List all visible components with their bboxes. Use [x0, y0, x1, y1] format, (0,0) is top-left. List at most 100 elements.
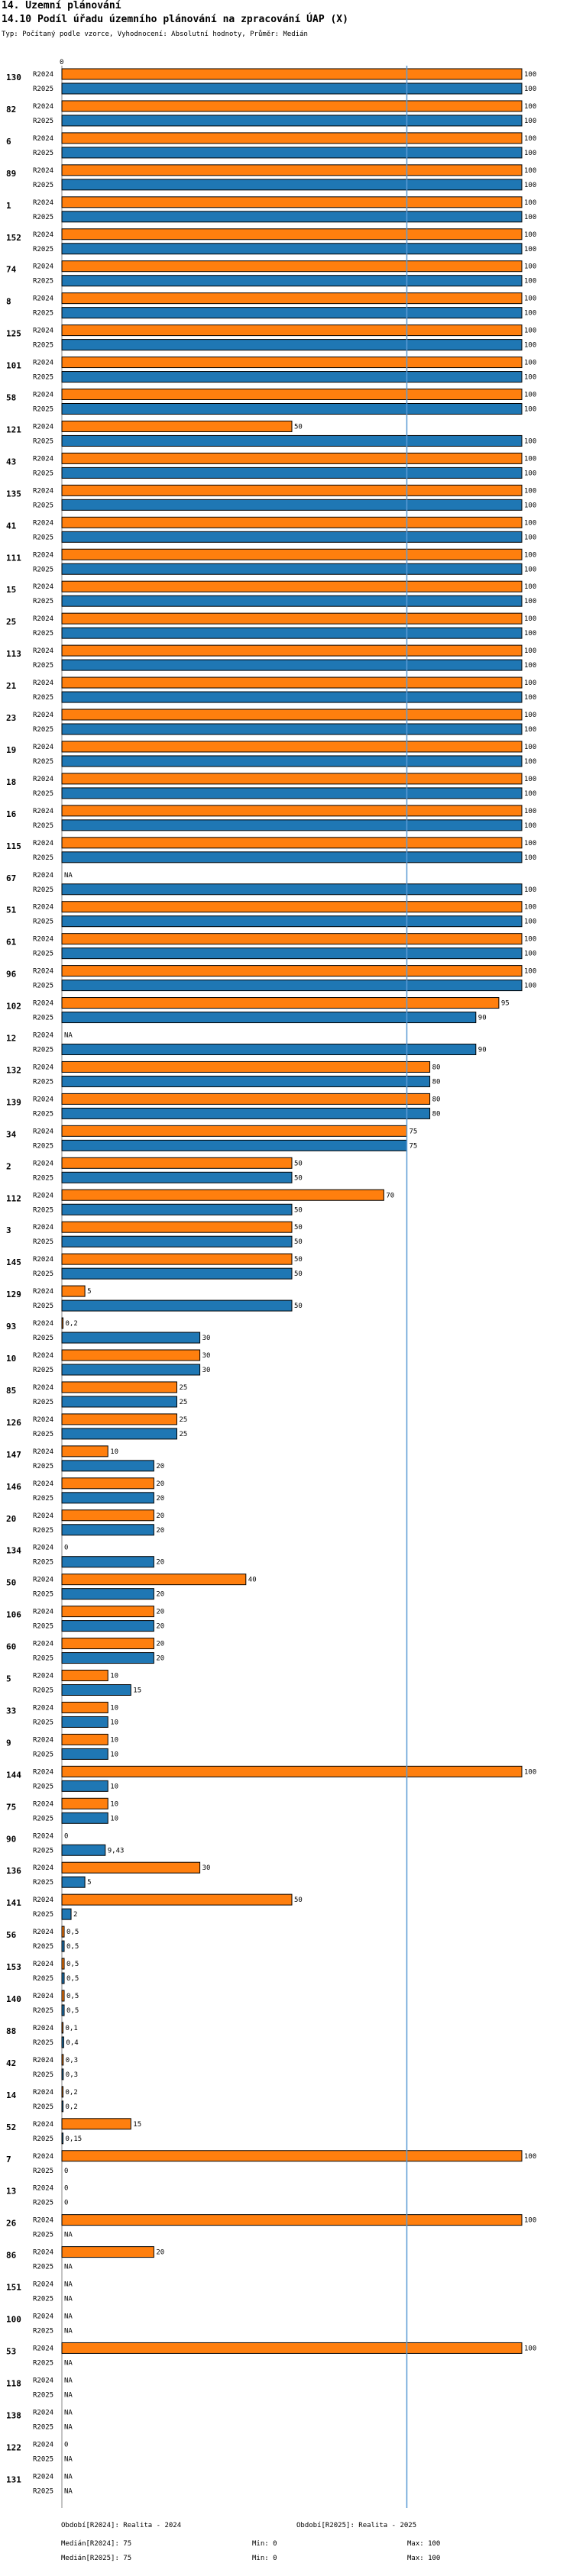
value-label: 100	[524, 392, 536, 399]
bar	[61, 755, 523, 767]
bar	[61, 2214, 523, 2226]
value-label: 100	[524, 680, 536, 687]
value-label: 5	[87, 1288, 91, 1296]
value-label: NA	[64, 872, 73, 880]
series-label: R2024	[33, 1416, 53, 1424]
category-label: 129	[6, 1290, 21, 1299]
bar	[61, 1716, 108, 1728]
category-label: 18	[6, 777, 16, 787]
value-label: 100	[524, 342, 536, 350]
value-label: 100	[524, 310, 536, 318]
value-label: 0	[64, 2200, 68, 2207]
bar	[61, 1765, 523, 1777]
series-label: R2024	[33, 1480, 53, 1488]
category-label: 151	[6, 2283, 21, 2293]
bar	[61, 851, 523, 864]
bar	[61, 516, 523, 528]
value-label: 10	[110, 1736, 118, 1744]
bar	[61, 1349, 201, 1361]
series-label: R2024	[33, 1352, 53, 1360]
category-label: 60	[6, 1642, 16, 1652]
series-label: R2025	[33, 1527, 53, 1535]
value-label: 100	[524, 615, 536, 623]
value-label: 100	[524, 1768, 536, 1776]
value-label: NA	[64, 2473, 73, 2481]
value-label: 20	[156, 1527, 164, 1535]
series-label: R2024	[33, 487, 53, 495]
series-label: R2024	[33, 1800, 53, 1808]
series-label: R2024	[33, 1673, 53, 1680]
series-label: R2024	[33, 2153, 53, 2161]
value-label: 100	[524, 712, 536, 719]
value-label: 70	[386, 1192, 394, 1199]
value-label: 20	[156, 1655, 164, 1663]
category-label: 135	[6, 489, 21, 499]
value-label: 20	[156, 1641, 164, 1648]
value-label: 50	[294, 1256, 303, 1264]
bar	[61, 1317, 63, 1329]
series-label: R2025	[33, 1847, 53, 1855]
series-label: R2025	[33, 1975, 53, 1983]
bar	[61, 132, 523, 144]
value-label: 100	[524, 662, 536, 670]
category-label: 102	[6, 1002, 21, 1012]
series-label: R2025	[33, 374, 53, 382]
category-label: 86	[6, 2251, 17, 2261]
value-label: 100	[524, 2153, 536, 2161]
value-label: 25	[180, 1399, 188, 1406]
value-label: NA	[64, 2455, 73, 2463]
category-label: 26	[6, 2219, 17, 2229]
category-label: 88	[6, 2026, 16, 2036]
value-label: NA	[64, 2423, 73, 2431]
series-label: R2025	[33, 1270, 53, 1278]
bar	[61, 371, 523, 383]
value-label: 100	[524, 854, 536, 862]
category-label: 147	[6, 1450, 21, 1460]
series-label: R2025	[33, 662, 53, 670]
category-label: 115	[6, 841, 21, 851]
series-label: R2025	[33, 214, 53, 221]
category-label: 132	[6, 1065, 21, 1075]
category-label: 112	[6, 1193, 21, 1203]
series-label: R2025	[33, 1206, 53, 1214]
series-label: R2024	[33, 1000, 53, 1008]
value-label: 100	[524, 951, 536, 958]
bar	[61, 709, 523, 721]
series-label: R2025	[33, 1174, 53, 1182]
category-label: 8	[6, 297, 11, 307]
bar	[61, 1093, 431, 1105]
value-label: 100	[524, 983, 536, 990]
bar	[61, 837, 523, 849]
value-label: 10	[110, 1673, 118, 1680]
bar	[61, 1638, 154, 1650]
series-label: R2024	[33, 744, 53, 751]
series-label: R2024	[33, 2473, 53, 2481]
value-label: 100	[524, 968, 536, 976]
bar	[61, 1556, 154, 1568]
value-label: NA	[64, 2377, 73, 2384]
value-label: 0,3	[66, 2071, 78, 2079]
bar	[61, 627, 523, 639]
category-label: 51	[6, 905, 17, 915]
value-label: 100	[524, 71, 536, 79]
bar	[61, 434, 523, 447]
value-label: 30	[202, 1864, 211, 1872]
bar	[61, 2022, 63, 2034]
category-label: 12	[6, 1034, 16, 1044]
category-label: 42	[6, 2058, 16, 2068]
bar	[61, 965, 523, 977]
value-label: 100	[524, 328, 536, 335]
series-label: R2024	[33, 1320, 53, 1328]
series-label: R2025	[33, 790, 53, 798]
series-label: R2024	[33, 1577, 53, 1584]
bar	[61, 531, 523, 543]
value-label: NA	[64, 2281, 73, 2289]
series-label: R2024	[33, 2121, 53, 2129]
bar	[61, 933, 523, 945]
bar	[61, 2342, 523, 2354]
series-label: R2025	[33, 2103, 53, 2111]
bar	[61, 243, 523, 255]
bar	[61, 1606, 154, 1618]
bar	[61, 1139, 407, 1151]
